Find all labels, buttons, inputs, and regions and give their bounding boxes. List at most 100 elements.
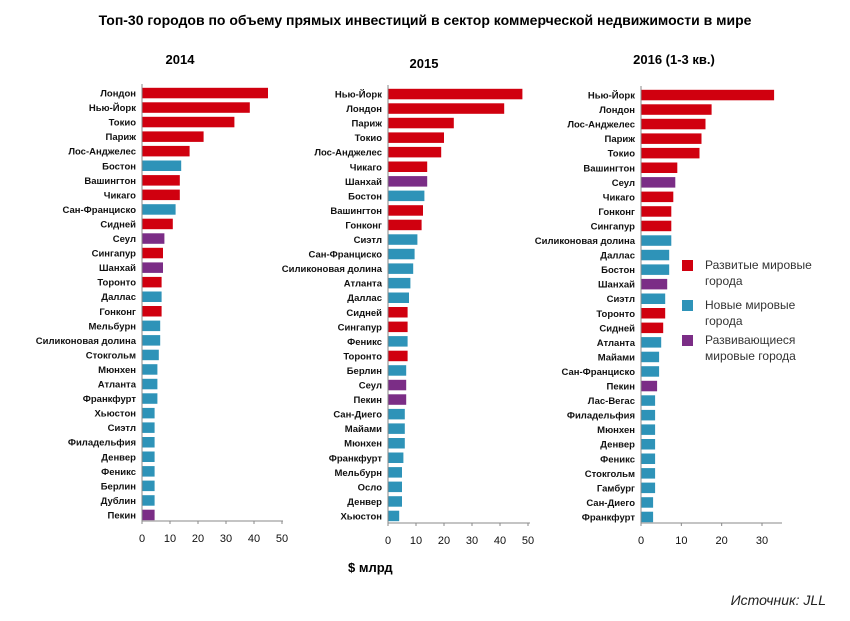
bar: [641, 162, 678, 173]
category-label: Берлин: [101, 481, 137, 492]
category-label: Чикаго: [104, 190, 136, 201]
category-label: Мельбурн: [334, 468, 382, 479]
category-label: Чикаго: [350, 162, 382, 173]
category-label: Шанхай: [99, 263, 136, 274]
source-note: Источник: JLL: [730, 592, 826, 608]
legend-label-developed: Развитые мировые города: [705, 258, 812, 288]
bar: [388, 496, 402, 507]
bar: [641, 147, 700, 159]
x-tick-label: 50: [522, 535, 534, 547]
category-label: Бостон: [601, 265, 635, 276]
bar: [641, 264, 670, 275]
bar: [388, 263, 414, 274]
category-label: Бостон: [102, 161, 136, 172]
category-label: Гамбург: [597, 483, 635, 494]
bar: [641, 439, 656, 450]
bar: [388, 510, 400, 522]
category-label: Силиконовая долина: [282, 264, 383, 275]
bar: [641, 235, 672, 246]
category-label: Лос-Анджелес: [314, 148, 382, 159]
x-tick-label: 0: [385, 535, 391, 547]
category-label: Лас-Вегас: [588, 396, 635, 407]
bar: [142, 378, 158, 390]
x-tick-label: 10: [410, 535, 422, 547]
category-label: Вашингтон: [330, 206, 382, 217]
bar: [388, 307, 408, 318]
bar: [641, 453, 656, 464]
category-label: Сеул: [113, 234, 136, 245]
bar: [641, 177, 676, 188]
bar: [388, 336, 408, 347]
bar: [142, 393, 158, 404]
bar: [142, 262, 163, 273]
category-label: Гонконг: [345, 221, 382, 232]
category-label: Вашингтон: [84, 176, 136, 187]
bar: [388, 423, 405, 434]
category-label: Торонто: [343, 351, 382, 362]
bar: [142, 116, 235, 128]
bar: [641, 380, 658, 392]
bar: [142, 291, 162, 302]
category-label: Стокгольм: [585, 469, 635, 480]
x-tick-label: 40: [248, 533, 260, 545]
category-label: Торонто: [97, 278, 136, 289]
category-label: Осло: [358, 482, 383, 493]
bar: [641, 424, 656, 435]
bar: [388, 117, 454, 129]
x-tick-label: 20: [438, 535, 450, 547]
category-label: Сеул: [612, 178, 635, 189]
category-label: Берлин: [347, 366, 383, 377]
bar: [388, 365, 407, 376]
x-tick-label: 30: [466, 535, 478, 547]
category-label: Мюнхен: [344, 439, 382, 450]
category-label: Сингапур: [92, 249, 137, 260]
bar: [641, 322, 664, 334]
category-label: Франкфурт: [582, 513, 636, 524]
bar: [641, 104, 712, 115]
legend-swatch-emerging: [682, 335, 693, 346]
bar: [388, 452, 404, 463]
category-label: Сидней: [599, 323, 635, 334]
category-label: Нью-Йорк: [335, 89, 382, 101]
bar: [142, 87, 268, 99]
bar: [388, 103, 505, 114]
category-label: Майами: [345, 424, 382, 435]
x-tick-label: 40: [494, 535, 506, 547]
bar: [641, 482, 656, 494]
category-label: Пекин: [354, 395, 383, 406]
category-label: Сингапур: [591, 222, 636, 233]
panel-title-1: 2015: [410, 56, 439, 71]
bar: [142, 233, 165, 244]
category-label: Токио: [608, 149, 636, 160]
legend-label-new: Новые мировые города: [705, 298, 796, 328]
category-label: Феникс: [600, 454, 635, 465]
bar: [388, 190, 425, 202]
bar: [641, 249, 670, 261]
bar: [641, 191, 674, 203]
bar: [641, 409, 656, 421]
category-label: Чикаго: [603, 192, 635, 203]
bar: [641, 366, 660, 377]
bar: [641, 206, 672, 217]
category-label: Торонто: [596, 309, 635, 320]
bar: [388, 88, 523, 100]
bar: [641, 293, 666, 304]
bar: [641, 337, 662, 348]
bar: [388, 248, 415, 260]
x-tick-label: 50: [276, 533, 288, 545]
category-label: Мюнхен: [597, 425, 635, 436]
category-label: Дублин: [101, 496, 137, 507]
category-label: Токио: [355, 133, 383, 144]
category-label: Франкфурт: [83, 394, 137, 405]
x-tick-label: 0: [638, 535, 644, 547]
category-label: Сан-Диего: [586, 498, 635, 509]
bar: [388, 350, 408, 362]
category-label: Лос-Анджелес: [68, 147, 136, 158]
category-label: Лос-Анджелес: [567, 120, 635, 131]
bar: [142, 175, 180, 186]
bar: [641, 133, 702, 144]
category-label: Сан-Франциско: [309, 250, 383, 261]
category-label: Феникс: [347, 337, 382, 348]
category-label: Даллас: [347, 293, 382, 304]
